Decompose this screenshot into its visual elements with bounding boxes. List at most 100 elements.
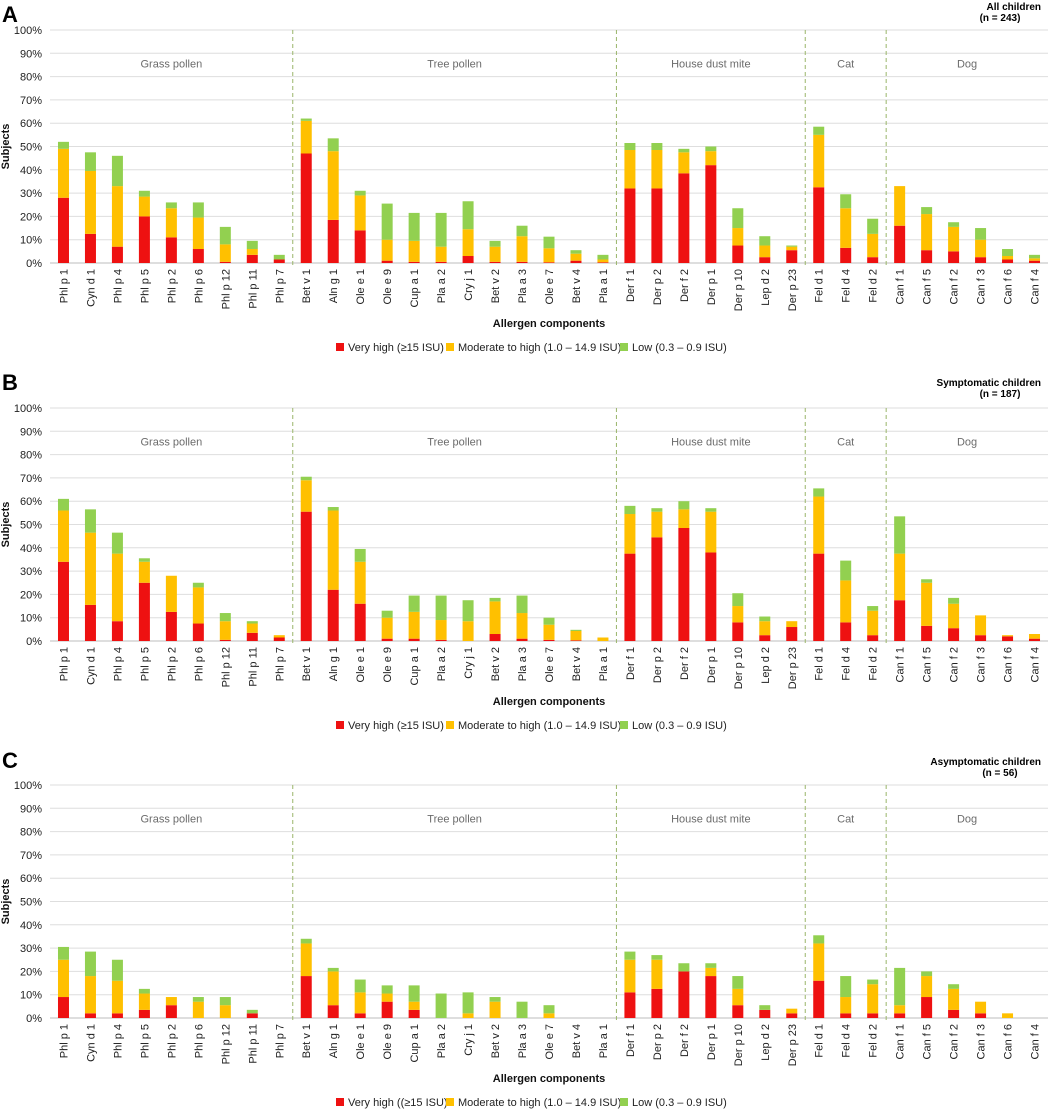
x-tick-label: Phl p 7	[274, 1024, 286, 1058]
x-tick-label: Der p 10	[733, 269, 745, 311]
bar-very-high-ole-e-1	[354, 1013, 366, 1018]
bar-very-high-cry-j-1	[462, 256, 474, 263]
bar-very-high-pla-a-2	[435, 261, 447, 263]
bar-low-cry-j-1	[462, 201, 474, 230]
legend-swatch	[446, 343, 454, 351]
x-tick-label: Pla a 3	[517, 647, 529, 681]
bar-very-high-ole-e-7	[543, 639, 555, 641]
y-tick-label: 0%	[26, 258, 42, 270]
bar-very-high-can-f-1	[894, 225, 906, 263]
legend-label: Very high (≥15 ISU)	[348, 342, 444, 354]
bar-moderate-phl-p-2	[165, 997, 177, 1006]
bar-very-high-bet-v-1	[300, 153, 312, 263]
y-tick-label: 30%	[20, 943, 42, 955]
bar-very-high-phl-p-5	[138, 216, 150, 263]
chart-panel-b: B Symptomatic children(n = 187) 0% 10% 20% 30…	[0, 370, 1048, 732]
bar-very-high-pla-a-3	[516, 638, 528, 641]
bar-low-phl-p-11	[246, 1009, 258, 1014]
legend-swatch	[336, 721, 344, 729]
x-tick-label: Phl p 11	[247, 1024, 259, 1064]
bar-moderate-can-f-1	[894, 186, 906, 226]
bar-low-can-f-5	[921, 971, 933, 977]
bar-low-der-p-2	[651, 143, 663, 150]
bar-low-der-p-1	[705, 146, 717, 152]
x-tick-label: Can f 5	[922, 269, 934, 304]
legend-swatch	[620, 343, 628, 351]
bar-very-high-ole-e-9	[381, 638, 393, 641]
bar-moderate-phl-p-4	[111, 553, 123, 622]
x-tick-label: Phl p 1	[58, 269, 70, 303]
bar-low-bet-v-2	[489, 997, 501, 1002]
panel-label: B	[2, 370, 18, 395]
x-tick-label: Phl p 6	[193, 269, 205, 303]
bar-very-high-cyn-d-1	[84, 1013, 96, 1018]
x-tick-label: Can f 2	[949, 647, 961, 682]
bar-very-high-lep-d-2	[759, 635, 771, 641]
x-tick-label: Fel d 4	[841, 647, 853, 681]
bar-low-phl-p-11	[246, 240, 258, 250]
bar-low-phl-p-6	[192, 997, 204, 1002]
bar-low-pla-a-3	[516, 595, 528, 614]
bar-low-can-f-5	[921, 207, 933, 215]
y-tick-label: 20%	[20, 966, 42, 978]
x-tick-label: Phl p 1	[58, 647, 70, 681]
bar-very-high-bet-v-2	[489, 634, 501, 641]
bar-very-high-fel-d-2	[867, 1013, 879, 1018]
bar-moderate-lep-d-2	[759, 621, 771, 636]
bar-very-high-pla-a-2	[435, 639, 447, 641]
bar-low-cry-j-1	[462, 600, 474, 622]
y-tick-label: 20%	[20, 211, 42, 223]
bar-moderate-cyn-d-1	[84, 532, 96, 605]
bar-very-high-der-p-1	[705, 165, 717, 263]
bar-very-high-ole-e-7	[543, 262, 555, 263]
bar-low-bet-v-4	[570, 250, 582, 254]
y-tick-label: 50%	[20, 897, 42, 909]
bar-moderate-phl-p-11	[246, 249, 258, 255]
bar-moderate-phl-p-4	[111, 980, 123, 1014]
group-label: Dog	[957, 813, 977, 825]
x-tick-label: Phl p 5	[139, 1024, 151, 1058]
bar-very-high-phl-p-11	[246, 632, 258, 641]
bar-low-bet-v-1	[300, 476, 312, 481]
bar-very-high-fel-d-2	[867, 635, 879, 641]
bar-low-pla-a-2	[435, 993, 447, 1018]
x-tick-label: Pla a 1	[598, 269, 610, 303]
bar-low-ole-e-1	[354, 190, 366, 196]
x-tick-label: Der p 2	[652, 647, 664, 683]
bar-very-high-pla-a-3	[516, 261, 528, 263]
bar-very-high-phl-p-1	[57, 197, 69, 263]
x-tick-label: Der p 10	[733, 1024, 745, 1066]
group-label: House dust mite	[671, 58, 750, 70]
bar-moderate-phl-p-6	[192, 217, 204, 250]
bar-very-high-der-p-1	[705, 976, 717, 1018]
bar-low-der-p-10	[732, 593, 744, 607]
bar-moderate-phl-p-12	[219, 1005, 231, 1018]
legend-label: Low (0.3 – 0.9 ISU)	[632, 720, 727, 732]
bar-low-cup-a-1	[408, 985, 420, 1002]
x-tick-label: Cyn d 1	[85, 269, 97, 307]
x-tick-label: Fel d 4	[841, 269, 853, 303]
bar-moderate-aln-g-1	[327, 151, 339, 220]
bar-very-high-cyn-d-1	[84, 604, 96, 641]
bar-very-high-phl-p-5	[138, 1009, 150, 1018]
bar-very-high-phl-p-11	[246, 254, 258, 263]
group-label: Tree pollen	[427, 436, 482, 448]
group-label: Tree pollen	[427, 58, 482, 70]
legend-label: Very high (≥15 ISU)	[348, 720, 444, 732]
x-axis-label: Allergen components	[493, 696, 605, 708]
bar-moderate-ole-e-7	[543, 1013, 555, 1018]
bar-moderate-der-p-1	[705, 967, 717, 977]
y-tick-label: 40%	[20, 920, 42, 932]
bar-low-cyn-d-1	[84, 509, 96, 533]
x-axis-label: Allergen components	[493, 318, 605, 330]
bar-moderate-phl-p-5	[138, 993, 150, 1010]
bar-very-high-der-f-1	[624, 992, 636, 1018]
bar-low-bet-v-1	[300, 938, 312, 944]
bar-very-high-phl-p-6	[192, 249, 204, 263]
x-tick-label: Bet v 2	[490, 269, 502, 303]
bar-moderate-fel-d-1	[813, 496, 825, 554]
x-tick-label: Lep d 2	[760, 269, 772, 306]
bar-moderate-can-f-5	[921, 976, 933, 998]
group-label: Grass pollen	[140, 58, 202, 70]
x-tick-label: Der p 23	[787, 647, 799, 689]
